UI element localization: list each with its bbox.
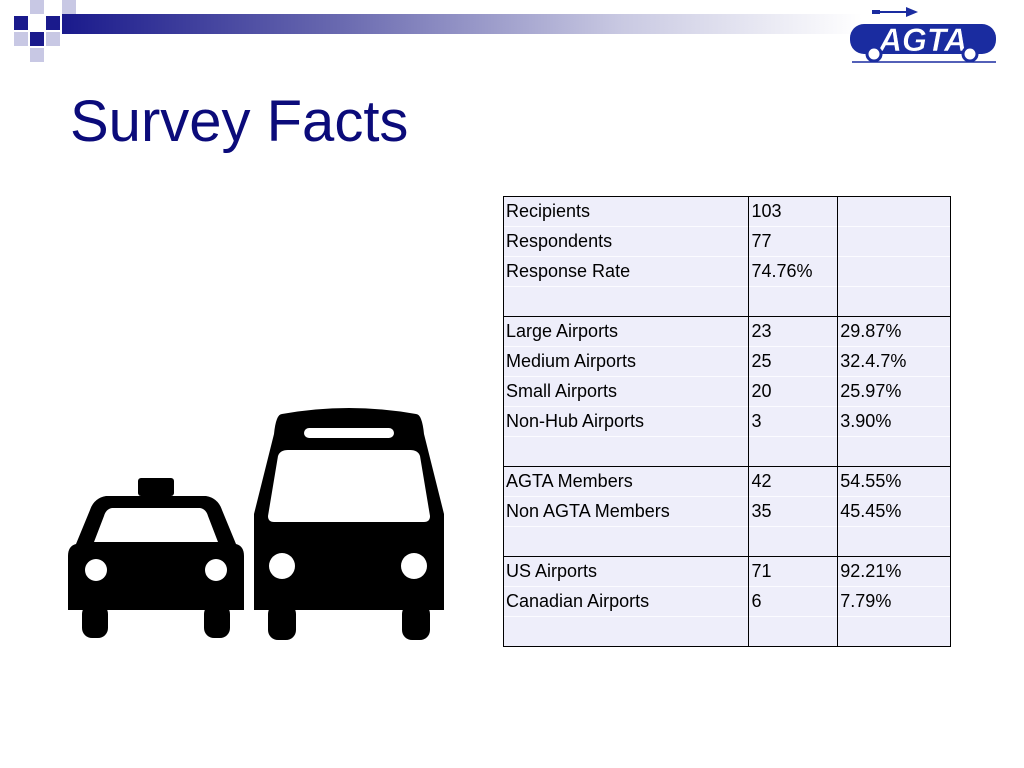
row-percent: 92.21% xyxy=(837,556,951,587)
logo-text: AGTA xyxy=(878,22,967,58)
header-band xyxy=(0,0,1024,70)
row-label: Respondents xyxy=(502,226,750,257)
table-row: Medium Airports 25 32.4.7% xyxy=(502,346,951,377)
row-percent xyxy=(837,226,951,257)
agta-logo: AGTA xyxy=(850,7,996,63)
table-row: Recipients 103 xyxy=(502,196,951,227)
row-label: AGTA Members xyxy=(502,466,750,497)
row-count xyxy=(748,286,839,317)
table-row xyxy=(502,436,951,467)
row-percent: 7.79% xyxy=(837,586,951,617)
row-count: 77 xyxy=(748,226,839,257)
table-row: Canadian Airports 6 7.79% xyxy=(502,586,951,617)
header-gradient-bar xyxy=(62,14,862,34)
table-row: Response Rate 74.76% xyxy=(502,256,951,287)
ground-transport-illustration xyxy=(68,408,444,640)
row-count: 71 xyxy=(748,556,839,587)
table-row: US Airports 71 92.21% xyxy=(502,556,951,587)
row-percent xyxy=(837,286,951,317)
row-count: 23 xyxy=(748,316,839,347)
table-row: Non-Hub Airports 3 3.90% xyxy=(502,406,951,437)
row-label: US Airports xyxy=(502,556,750,587)
row-percent xyxy=(837,256,951,287)
row-label: Medium Airports xyxy=(502,346,750,377)
row-percent xyxy=(837,196,951,227)
row-percent: 54.55% xyxy=(837,466,951,497)
row-label xyxy=(502,286,750,317)
row-label xyxy=(502,616,750,647)
row-count: 74.76% xyxy=(748,256,839,287)
bus-icon xyxy=(254,408,444,640)
row-count: 103 xyxy=(748,196,839,227)
row-count: 6 xyxy=(748,586,839,617)
survey-facts-table: Recipients 103 Respondents 77 Response R… xyxy=(502,196,951,647)
table-row xyxy=(502,616,951,647)
row-count: 42 xyxy=(748,466,839,497)
row-label: Small Airports xyxy=(502,376,750,407)
row-count: 25 xyxy=(748,346,839,377)
row-percent xyxy=(837,526,951,557)
table-row xyxy=(502,526,951,557)
table-row: Small Airports 20 25.97% xyxy=(502,376,951,407)
table-row: AGTA Members 42 54.55% xyxy=(502,466,951,497)
row-label xyxy=(502,526,750,557)
table-row xyxy=(502,286,951,317)
decorative-squares xyxy=(14,0,76,62)
table-row: Respondents 77 xyxy=(502,226,951,257)
row-count xyxy=(748,526,839,557)
row-percent: 32.4.7% xyxy=(837,346,951,377)
table-row: Non AGTA Members 35 45.45% xyxy=(502,496,951,527)
row-label: Large Airports xyxy=(502,316,750,347)
row-percent: 3.90% xyxy=(837,406,951,437)
table-row: Large Airports 23 29.87% xyxy=(502,316,951,347)
row-count xyxy=(748,616,839,647)
row-label: Recipients xyxy=(502,196,750,227)
row-percent xyxy=(837,616,951,647)
row-label: Non AGTA Members xyxy=(502,496,750,527)
taxi-icon xyxy=(68,478,244,638)
row-label xyxy=(502,436,750,467)
page-title: Survey Facts xyxy=(70,89,409,154)
row-percent: 29.87% xyxy=(837,316,951,347)
row-percent xyxy=(837,436,951,467)
airplane-icon xyxy=(872,7,918,17)
row-label: Non-Hub Airports xyxy=(502,406,750,437)
row-count: 3 xyxy=(748,406,839,437)
row-label: Response Rate xyxy=(502,256,750,287)
row-count: 20 xyxy=(748,376,839,407)
row-label: Canadian Airports xyxy=(502,586,750,617)
row-count xyxy=(748,436,839,467)
row-percent: 45.45% xyxy=(837,496,951,527)
row-count: 35 xyxy=(748,496,839,527)
row-percent: 25.97% xyxy=(837,376,951,407)
